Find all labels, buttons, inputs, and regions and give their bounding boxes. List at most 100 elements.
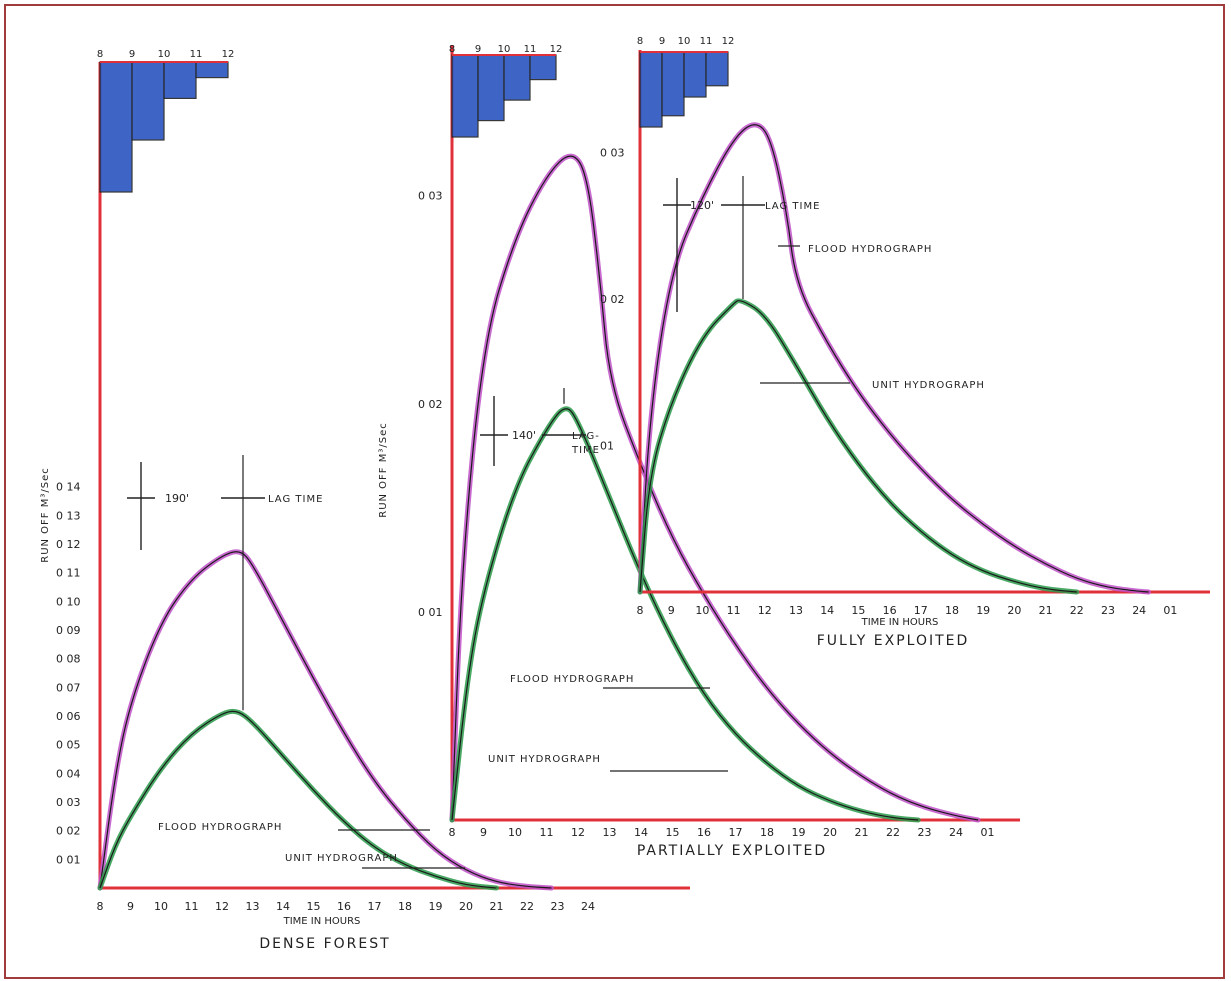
- x-tick-label: 15: [851, 604, 865, 617]
- rainfall-tick-label: 10: [678, 36, 691, 47]
- x-tick-label: 17: [914, 604, 928, 617]
- rainfall-tick-label: 8: [637, 36, 643, 47]
- x-tick-label: 16: [697, 826, 711, 839]
- y-tick-label: 0 02: [418, 398, 443, 411]
- rainfall-bar: [195, 61, 229, 79]
- x-tick-label: 12: [758, 604, 772, 617]
- lag-time-label: LAG TIME: [268, 494, 323, 505]
- chart-panel-1: 8 9 10 11 12 8 9 10 11 12 13 14 15 16 17 18 19 20 21 22 23 24…: [40, 49, 690, 952]
- y-tick-label: 0 07: [56, 681, 81, 694]
- y-axis-label: RUN OFF M³/Sec: [378, 422, 389, 517]
- rainfall-tick-label: 11: [524, 44, 537, 55]
- x-tick-label: 12: [571, 826, 585, 839]
- x-tick-label: 23: [918, 826, 932, 839]
- x-tick-label: 11: [185, 900, 199, 913]
- x-tick-label: 17: [729, 826, 743, 839]
- rainfall-bar: [451, 54, 479, 138]
- lag-duration-label: 190': [165, 492, 189, 505]
- y-tick-label: 0 10: [56, 595, 81, 608]
- rainfall-bar: [503, 54, 531, 101]
- series-label: UNIT HYDROGRAPH: [872, 380, 985, 391]
- x-tick-label: 12: [215, 900, 229, 913]
- rainfall-bar: [99, 61, 133, 193]
- x-tick-label: 14: [820, 604, 834, 617]
- x-tick-label: 21: [490, 900, 504, 913]
- rainfall-tick-label: 8: [449, 44, 455, 55]
- unit-hydrograph-outline: [99, 710, 497, 889]
- x-tick-label: 14: [634, 826, 648, 839]
- chart-panel-2: 8 9 10 11 12 8 9 10 11 12 13 14 15 16 17 18 19 20 21 22 23 24…: [378, 44, 1020, 859]
- x-tick-label: 01: [1163, 604, 1177, 617]
- x-tick-label: 11: [727, 604, 741, 617]
- series-label: FLOOD HYDROGRAPH: [510, 674, 634, 685]
- rainfall-bar: [529, 54, 557, 81]
- rainfall-tick-label: 8: [97, 49, 103, 60]
- x-tick-label: 20: [1007, 604, 1021, 617]
- x-tick-label: 23: [1101, 604, 1115, 617]
- rainfall-bar: [131, 61, 165, 141]
- x-tick-label: 23: [551, 900, 565, 913]
- rainfall-tick-label: 9: [475, 44, 481, 55]
- y-tick-label: 0 03: [600, 147, 625, 160]
- rainfall-bar: [661, 51, 685, 117]
- chart-title: PARTIALLY EXPLOITED: [637, 843, 827, 859]
- x-tick-label: 22: [886, 826, 900, 839]
- x-tick-label: 15: [307, 900, 321, 913]
- series-label: UNIT HYDROGRAPH: [285, 853, 398, 864]
- y-tick-label: 0 08: [56, 653, 81, 666]
- figure-frame: [4, 4, 1225, 979]
- rainfall-bar: [683, 51, 707, 98]
- chart-title: FULLY EXPLOITED: [817, 633, 970, 649]
- x-axis-label: TIME IN HOURS: [283, 916, 361, 927]
- rainfall-tick-label: 11: [190, 49, 203, 60]
- series-label: FLOOD HYDROGRAPH: [158, 822, 282, 833]
- x-tick-label: 16: [883, 604, 897, 617]
- y-tick-label: 0 11: [56, 567, 81, 580]
- x-tick-label: 14: [276, 900, 290, 913]
- lag-duration-label: 120': [690, 199, 714, 212]
- x-tick-label: 01: [981, 826, 995, 839]
- x-tick-label: 24: [1132, 604, 1146, 617]
- lag-time-label: TIME: [571, 445, 600, 456]
- y-tick-label: 0 12: [56, 538, 81, 551]
- x-tick-label: 8: [637, 604, 644, 617]
- rainfall-tick-label: 12: [722, 36, 735, 47]
- x-tick-label: 22: [520, 900, 534, 913]
- series-label: FLOOD HYDROGRAPH: [808, 244, 932, 255]
- lag-time-label: LAG TIME: [765, 201, 820, 212]
- rainfall-tick-label: 12: [550, 44, 563, 55]
- x-tick-label: 13: [789, 604, 803, 617]
- y-tick-label: 0 09: [56, 624, 81, 637]
- flood-hydrograph-line: [637, 122, 1152, 595]
- x-tick-label: 19: [976, 604, 990, 617]
- x-tick-label: 11: [540, 826, 554, 839]
- chart-title: DENSE FOREST: [259, 936, 390, 952]
- unit-hydrograph-outline: [639, 300, 1077, 593]
- chart-panel-3: 8 9 10 11 12 8 9 10 11 12 13 14 15 16 17 18 19 20 21 22 23 24…: [600, 36, 1210, 649]
- y-tick-label: 0 04: [56, 767, 81, 780]
- y-tick-label: 01: [600, 440, 614, 453]
- y-tick-label: 0 14: [56, 481, 81, 494]
- rainfall-tick-label: 9: [659, 36, 665, 47]
- rainfall-tick-label: 9: [129, 49, 135, 60]
- x-tick-label: 18: [760, 826, 774, 839]
- y-tick-label: 0 01: [56, 853, 81, 866]
- x-tick-label: 9: [127, 900, 134, 913]
- rainfall-bar: [705, 51, 729, 87]
- x-tick-label: 10: [154, 900, 168, 913]
- y-tick-label: 0 03: [56, 796, 81, 809]
- x-tick-label: 15: [666, 826, 680, 839]
- x-tick-label: 13: [603, 826, 617, 839]
- y-tick-label: 0 05: [56, 739, 81, 752]
- y-tick-label: 0 03: [418, 190, 443, 203]
- y-tick-label: 0 01: [418, 606, 443, 619]
- x-tick-label: 9: [480, 826, 487, 839]
- series-label: UNIT HYDROGRAPH: [488, 754, 601, 765]
- x-tick-label: 13: [246, 900, 260, 913]
- unit-hydrograph-line: [637, 298, 1080, 595]
- x-tick-label: 19: [792, 826, 806, 839]
- x-tick-label: 9: [668, 604, 675, 617]
- flood-hydrograph-line: [449, 153, 981, 823]
- y-tick-label: 0 02: [56, 825, 81, 838]
